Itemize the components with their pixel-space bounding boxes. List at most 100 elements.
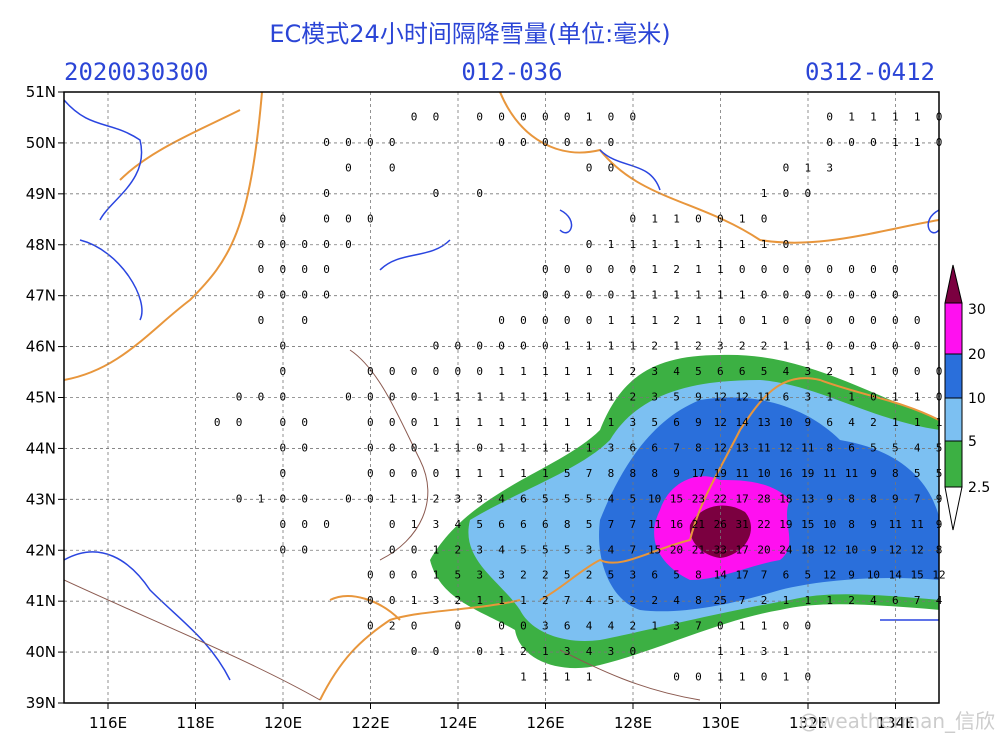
grid-value: 1 (651, 238, 658, 251)
grid-value: 0 (629, 645, 636, 658)
grid-value: 2 (520, 569, 527, 582)
grid-value: 0 (279, 212, 286, 225)
grid-value: 12 (714, 441, 727, 454)
grid-value: 24 (779, 543, 793, 556)
grid-value: 0 (783, 187, 790, 200)
grid-value: 8 (892, 467, 899, 480)
grid-value: 19 (714, 467, 727, 480)
snow-line-contours (64, 99, 939, 681)
grid-value: 1 (914, 416, 921, 429)
grid-value: 3 (651, 365, 658, 378)
grid-value: 0 (301, 416, 308, 429)
grid-value: 1 (673, 340, 680, 353)
grid-value: 9 (870, 543, 877, 556)
grid-value: 0 (520, 136, 527, 149)
grid-value: 11 (757, 441, 770, 454)
grid-value: 1 (564, 391, 571, 404)
grid-value: 0 (761, 289, 768, 302)
grid-value: 0 (389, 161, 396, 174)
x-tick-label: 118E (176, 714, 214, 732)
grid-value: 1 (564, 441, 571, 454)
grid-value: 0 (542, 136, 549, 149)
title: EC模式24小时间隔降雪量(单位:毫米) (269, 20, 670, 48)
grid-value: 0 (826, 110, 833, 123)
x-tick-label: 116E (89, 714, 127, 732)
grid-value: 0 (695, 212, 702, 225)
grid-value: 0 (279, 492, 286, 505)
grid-value: 1 (673, 212, 680, 225)
grid-value: 2 (761, 594, 768, 607)
grid-value: 0 (236, 492, 243, 505)
grid-value: 0 (389, 365, 396, 378)
grid-value: 3 (433, 518, 440, 531)
grid-value: 5 (454, 569, 461, 582)
grid-value: 1 (520, 365, 527, 378)
grid-value: 5 (542, 492, 549, 505)
grid-value: 14 (736, 416, 750, 429)
map-area (64, 92, 939, 701)
grid-value: 3 (804, 365, 811, 378)
grid-value: 3 (804, 391, 811, 404)
grid-value: 0 (389, 391, 396, 404)
grid-value: 0 (870, 314, 877, 327)
y-tick-label: 45N (26, 389, 56, 407)
grid-value: 0 (542, 340, 549, 353)
grid-value: 4 (848, 416, 855, 429)
grid-value: 3 (651, 391, 658, 404)
grid-value: 1 (498, 416, 505, 429)
grid-value: 10 (779, 416, 792, 429)
grid-value: 3 (826, 161, 833, 174)
grid-value: 0 (848, 314, 855, 327)
grid-value: 0 (914, 314, 921, 327)
grid-value: 1 (454, 467, 461, 480)
colorbar-label: 10 (968, 391, 986, 407)
y-tick-label: 50N (26, 134, 56, 152)
grid-value: 1 (433, 569, 440, 582)
grid-value: 6 (520, 518, 527, 531)
grid-value: 1 (608, 238, 615, 251)
grid-value: 4 (608, 543, 615, 556)
grid-value: 8 (848, 518, 855, 531)
grid-value: 0 (411, 365, 418, 378)
grid-value: 0 (345, 161, 352, 174)
grid-value: 5 (608, 594, 615, 607)
colorbar-label: 30 (968, 302, 986, 318)
grid-value: 1 (892, 391, 899, 404)
grid-value: 0 (914, 340, 921, 353)
valid-period: 0312-0412 (805, 58, 935, 86)
grid-value: 1 (520, 467, 527, 480)
grid-value: 0 (279, 365, 286, 378)
grid-value: 1 (629, 314, 636, 327)
grid-value: 0 (804, 314, 811, 327)
grid-value: 5 (761, 365, 768, 378)
grid-value: 5 (870, 441, 877, 454)
grid-value: 0 (279, 391, 286, 404)
grid-value: 11 (736, 467, 749, 480)
grid-value: 0 (892, 289, 899, 302)
grid-value: 0 (433, 340, 440, 353)
grid-value: 0 (258, 263, 265, 276)
grid-value: 11 (757, 391, 770, 404)
grid-value: 7 (629, 543, 636, 556)
grid-value: 1 (629, 238, 636, 251)
grid-value: 4 (673, 594, 680, 607)
grid-value: 0 (804, 187, 811, 200)
grid-value: 1 (695, 314, 702, 327)
grid-value: 15 (801, 518, 814, 531)
grid-value: 1 (454, 416, 461, 429)
grid-value: 1 (454, 441, 461, 454)
grid-value: 0 (258, 238, 265, 251)
grid-value: 0 (411, 620, 418, 633)
grid-value: 28 (757, 492, 770, 505)
grid-value: 0 (848, 263, 855, 276)
grid-value: 1 (542, 365, 549, 378)
forecast-hours: 012-036 (461, 58, 562, 86)
grid-value: 11 (648, 518, 661, 531)
init-time: 2020030300 (64, 58, 209, 86)
grid-value: 0 (783, 620, 790, 633)
grid-value: 0 (367, 569, 374, 582)
grid-value: 0 (476, 340, 483, 353)
grid-value: 1 (739, 645, 746, 658)
grid-value: 9 (892, 492, 899, 505)
